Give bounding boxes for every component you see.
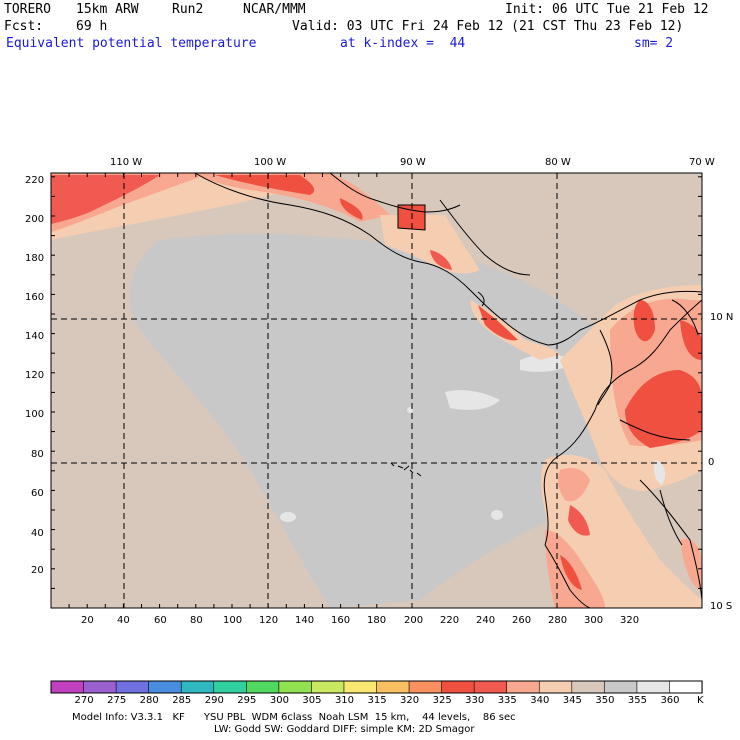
colorbar-label: 330: [465, 695, 485, 706]
colorbar-label: 270: [74, 695, 94, 706]
colorbar-swatch: [180, 680, 215, 694]
colorbar-label: 360: [660, 695, 680, 706]
x-tick-label: 320: [620, 615, 640, 626]
colorbar-swatch: [50, 680, 85, 694]
x-tick-label: 260: [512, 615, 532, 626]
colorbar-label: 280: [139, 695, 159, 706]
physics-info: LW: Godd SW: Goddard DIFF: simple KM: 2D…: [214, 724, 475, 735]
colorbar-unit: K: [697, 695, 704, 706]
colorbar-swatch: [278, 680, 313, 694]
lat-label-10n: 10 N: [710, 312, 734, 323]
colorbar-swatch: [376, 680, 410, 694]
colorbar-label: 300: [269, 695, 289, 706]
colorbar-swatch: [604, 680, 638, 694]
x-tick-label: 240: [476, 615, 496, 626]
level-label: at k-index = 44: [340, 36, 466, 51]
x-tick-label: 300: [584, 615, 604, 626]
lon-label-90w: 90 W: [400, 157, 426, 168]
y-tick-label: 140: [25, 331, 45, 342]
y-tick-label: 220: [25, 175, 45, 186]
colorbar-swatch: [115, 680, 150, 694]
colorbar-swatch: [636, 680, 671, 694]
y-tick-label: 20: [31, 565, 44, 576]
colorbar-label: 350: [595, 695, 615, 706]
colorbar-frame: [50, 680, 703, 694]
colorbar-label: 340: [530, 695, 550, 706]
colorbar-swatch: [246, 680, 280, 694]
x-tick-label: 220: [440, 615, 460, 626]
smoothing-label: sm= 2: [634, 36, 674, 51]
colorbar-swatch: [83, 680, 117, 694]
colorbar-label: 275: [107, 695, 127, 706]
colorbar-swatch: [213, 680, 247, 694]
x-tick-label: 40: [117, 615, 130, 626]
colorbar-swatch: [148, 680, 182, 694]
y-tick-label: 100: [25, 409, 45, 420]
model-name: TORERO: [4, 2, 51, 17]
y-tick-label: 160: [25, 292, 45, 303]
x-tick-label: 180: [367, 615, 387, 626]
colorbar-label: 290: [204, 695, 224, 706]
y-tick-label: 40: [31, 528, 44, 539]
colorbar-swatch: [669, 680, 703, 694]
colorbar-label: 315: [367, 695, 387, 706]
y-tick-label: 60: [31, 488, 44, 499]
lon-label-100w: 100 W: [254, 157, 287, 168]
x-tick-label: 200: [404, 615, 424, 626]
graticule: [51, 173, 702, 608]
colorbar: [50, 680, 703, 694]
colorbar-label: 320: [400, 695, 420, 706]
axis-ticks: [51, 173, 702, 608]
forecast-hour: 69 h: [76, 19, 108, 34]
resolution: 15km ARW: [76, 2, 139, 17]
colorbar-label: 295: [237, 695, 257, 706]
x-tick-label: 120: [259, 615, 279, 626]
colorbar-label: 305: [302, 695, 322, 706]
colorbar-swatch: [408, 680, 443, 694]
colorbar-swatch: [343, 680, 378, 694]
init-time: Init: 06 UTC Tue 21 Feb 12: [505, 2, 709, 17]
y-tick-label: 200: [25, 214, 45, 225]
x-tick-label: 160: [331, 615, 351, 626]
colorbar-label: 355: [627, 695, 647, 706]
forecast-label: Fcst:: [4, 19, 44, 34]
colorbar-swatch: [571, 680, 605, 694]
colorbar-label: 285: [172, 695, 192, 706]
colorbar-label: 325: [432, 695, 452, 706]
coastlines: [194, 173, 702, 608]
x-tick-label: 80: [190, 615, 203, 626]
field-name: Equivalent potential temperature: [6, 36, 257, 51]
colorbar-swatch: [538, 680, 573, 694]
model-info: Model Info: V3.3.1 KF YSU PBL WDM 6class…: [72, 712, 516, 723]
lat-label-10s: 10 S: [710, 601, 733, 612]
lon-label-110w: 110 W: [110, 157, 143, 168]
lon-label-80w: 80 W: [545, 157, 571, 168]
y-tick-label: 120: [25, 370, 45, 381]
colorbar-swatch: [311, 680, 345, 694]
colorbar-label: 310: [334, 695, 355, 706]
org-label: NCAR/MMM: [243, 2, 306, 17]
y-tick-label: 80: [31, 449, 44, 460]
x-tick-label: 60: [154, 615, 167, 626]
x-tick-label: 280: [548, 615, 568, 626]
x-tick-label: 140: [295, 615, 315, 626]
colorbar-swatch: [473, 680, 508, 694]
shaded-field: [51, 173, 702, 608]
x-tick-label: 100: [223, 615, 243, 626]
colorbar-swatch: [441, 680, 475, 694]
lon-label-70w: 70 W: [689, 157, 715, 168]
colorbar-label: 335: [497, 695, 517, 706]
colorbar-label: 345: [562, 695, 582, 706]
colorbar-swatch: [506, 680, 540, 694]
valid-time: Valid: 03 UTC Fri 24 Feb 12 (21 CST Thu …: [292, 19, 684, 34]
x-tick-label: 20: [81, 615, 94, 626]
y-tick-label: 180: [25, 253, 45, 264]
run-label: Run2: [172, 2, 204, 17]
lat-label-0: 0: [708, 457, 715, 468]
